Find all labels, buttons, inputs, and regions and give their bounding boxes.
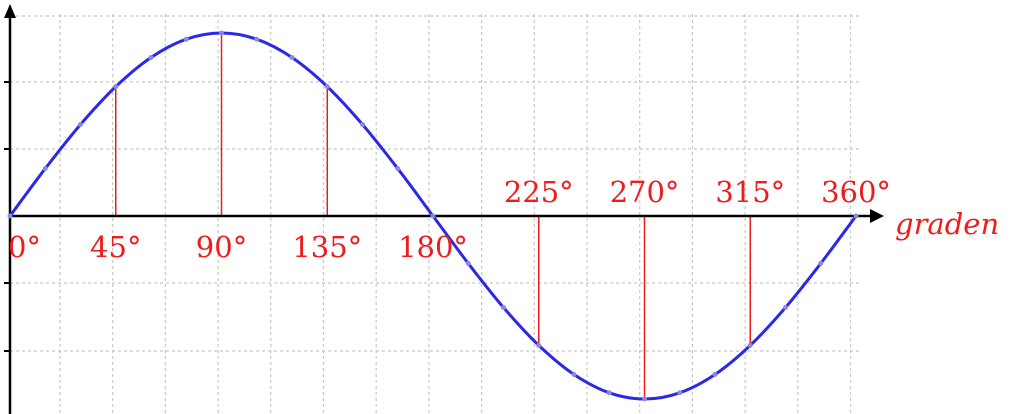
data-point-15 — [42, 166, 48, 172]
data-point-240 — [571, 371, 577, 377]
data-point-210 — [501, 305, 506, 310]
data-point-270 — [642, 396, 647, 402]
data-point-315 — [747, 342, 753, 348]
data-point-165 — [395, 166, 401, 172]
data-point-135 — [324, 84, 330, 90]
tick-label-315: 315° — [715, 175, 785, 209]
y-axis-arrowhead — [4, 4, 16, 18]
data-point-180 — [430, 213, 436, 219]
x-axis-label: graden — [895, 207, 999, 241]
data-point-345 — [818, 260, 824, 266]
data-point-75 — [183, 36, 189, 42]
tick-labels: 0° 45° 90° 135° 180° 225° 270° 315° 360° — [8, 175, 891, 264]
data-point-195 — [465, 260, 471, 266]
data-point-285 — [677, 390, 683, 396]
data-point-120 — [289, 55, 295, 61]
tick-label-180: 180° — [398, 230, 468, 264]
tick-label-45: 45° — [90, 230, 141, 264]
data-point-60 — [148, 55, 154, 61]
data-point-30 — [78, 122, 83, 127]
sine-curve-group — [7, 30, 859, 402]
tick-label-270: 270° — [610, 175, 680, 209]
marker-lines — [115, 33, 751, 399]
axes — [4, 4, 884, 414]
tick-label-0: 0° — [8, 230, 41, 264]
data-point-300 — [712, 371, 718, 377]
tick-label-360: 360° — [821, 175, 891, 209]
tick-label-135: 135° — [292, 230, 362, 264]
data-point-0 — [7, 213, 13, 219]
tick-label-225: 225° — [504, 175, 574, 209]
grid — [10, 14, 860, 414]
data-point-225 — [536, 342, 542, 348]
data-point-90 — [219, 30, 224, 36]
data-point-150 — [360, 122, 365, 127]
data-point-45 — [113, 84, 119, 90]
data-point-255 — [606, 390, 612, 396]
data-point-105 — [254, 36, 260, 42]
data-point-330 — [783, 305, 788, 310]
x-axis-arrowhead — [870, 209, 884, 223]
tick-label-90: 90° — [196, 230, 247, 264]
data-point-360 — [853, 213, 859, 219]
